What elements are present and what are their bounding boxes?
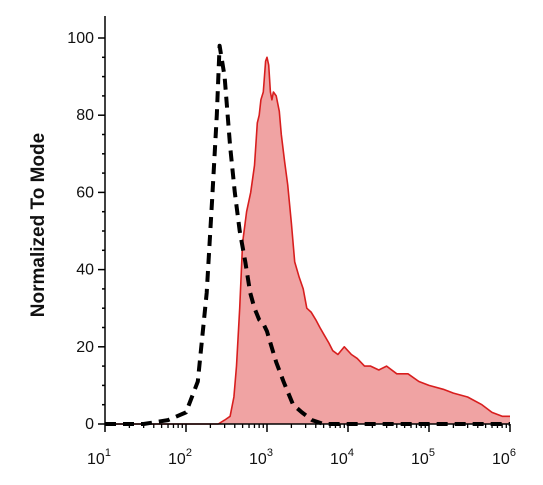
x-tick-label: 102 (168, 447, 192, 468)
control-histogram-line (105, 43, 510, 426)
y-tick-label: 20 (76, 339, 94, 356)
stained-histogram-fill (105, 57, 510, 425)
y-tick-label: 60 (76, 184, 94, 201)
x-tick-label: 106 (492, 447, 516, 468)
x-tick-label: 104 (330, 447, 354, 468)
x-tick-label: 105 (411, 447, 435, 468)
stained-histogram-line (105, 56, 510, 425)
y-axis-title: Normalized To Mode (28, 133, 49, 317)
y-tick-label: 100 (67, 30, 94, 47)
x-tick-label: 103 (249, 447, 273, 468)
axes: 0 20 40 60 80 100 101 102 103 104 105 106 (67, 16, 516, 468)
y-tick-label: 80 (76, 107, 94, 124)
y-tick-label: 0 (85, 416, 94, 433)
y-tick-label: 40 (76, 262, 94, 279)
series-layer (105, 43, 510, 426)
x-tick-label: 101 (87, 447, 111, 468)
